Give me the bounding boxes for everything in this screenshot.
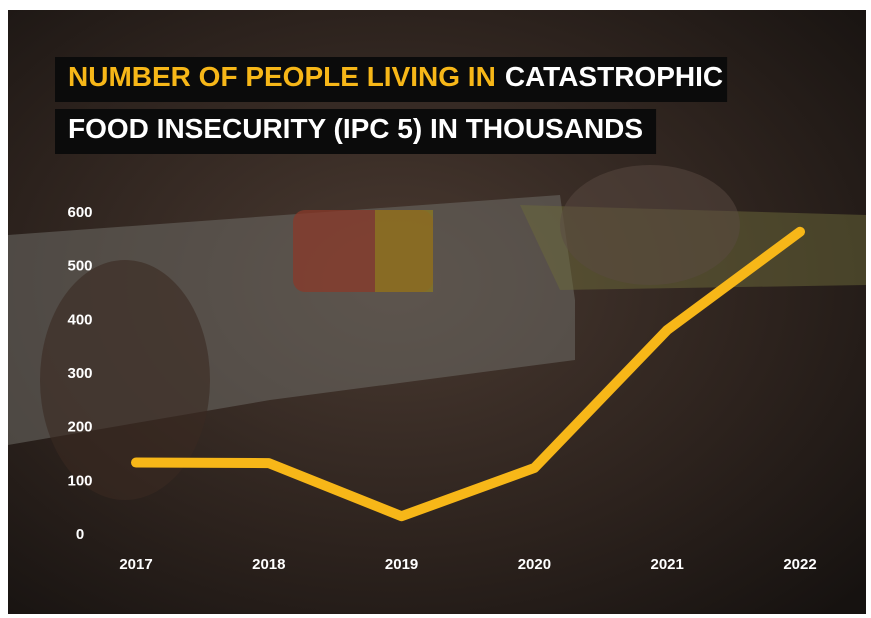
title-block: NUMBER OF PEOPLE LIVING IN CATASTROPHIC FO… bbox=[55, 57, 728, 154]
x-tick-label: 2022 bbox=[783, 556, 816, 573]
y-tick-label: 600 bbox=[67, 204, 92, 221]
x-tick-label: 2020 bbox=[518, 556, 551, 573]
chart-title: NUMBER OF PEOPLE LIVING IN CATASTROPHIC bbox=[68, 61, 723, 92]
plot: 0 100 200 300 400 500 600 2017 2018 2019 2020 2021 2… bbox=[67, 204, 816, 573]
thumb bbox=[560, 165, 740, 285]
data-line bbox=[131, 226, 805, 522]
title-segment: FOOD INSECURITY (IPC 5) IN THOUSANDS bbox=[68, 113, 643, 144]
x-tick-label: 2019 bbox=[385, 556, 418, 573]
title-segment: NUMBER OF PEOPLE LIVING IN bbox=[68, 61, 496, 92]
thumb bbox=[40, 260, 210, 500]
title-background bbox=[55, 109, 657, 154]
title-background bbox=[55, 57, 728, 102]
y-tick-label: 200 bbox=[67, 419, 92, 436]
title-segment: CATASTROPHIC bbox=[505, 61, 723, 92]
y-tick-label: 0 bbox=[76, 526, 84, 543]
x-tick-label: 2018 bbox=[252, 556, 285, 573]
y-tick-label: 400 bbox=[67, 311, 92, 328]
x-tick-label: 2021 bbox=[651, 556, 684, 573]
y-tick-label: 100 bbox=[67, 472, 92, 489]
y-tick-label: 300 bbox=[67, 365, 92, 382]
y-tick-label: 500 bbox=[67, 258, 92, 275]
tape-window-yellow bbox=[375, 210, 433, 292]
title-line: NUMBER OF PEOPLE LIVING IN CATASTROPHIC bbox=[55, 57, 728, 102]
x-tick-label: 2017 bbox=[119, 556, 152, 573]
chart-title: FOOD INSECURITY (IPC 5) IN THOUSANDS bbox=[68, 113, 643, 144]
title-line: FOOD INSECURITY (IPC 5) IN THOUSANDS bbox=[55, 109, 657, 154]
